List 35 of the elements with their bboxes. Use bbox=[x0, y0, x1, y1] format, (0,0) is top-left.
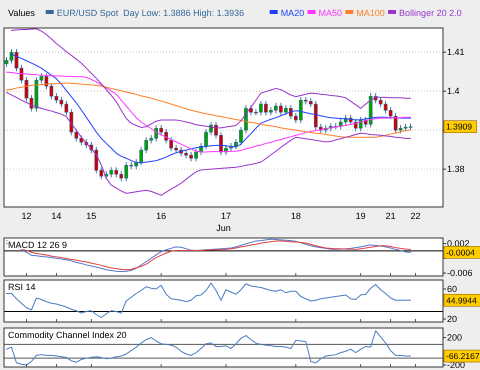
y-tick-label: 1.38 bbox=[447, 164, 465, 174]
x-tick-label: 18 bbox=[290, 211, 301, 221]
line-series bbox=[6, 282, 412, 318]
line-series bbox=[6, 330, 412, 366]
chart-title: Values bbox=[8, 8, 36, 18]
text: EUR/USD Spot bbox=[56, 8, 119, 18]
legend-label: MA20 bbox=[280, 8, 304, 18]
y-tick-label: 60 bbox=[447, 284, 458, 294]
y-tick-label: -200 bbox=[447, 360, 466, 370]
chart-title: Commodity Channel Index 20 bbox=[8, 330, 127, 340]
x-tick-label: 16 bbox=[156, 211, 166, 221]
y-tick-label: 1.41 bbox=[447, 47, 465, 58]
x-tick-label: 15 bbox=[86, 211, 96, 221]
x-tick-label: 21 bbox=[386, 211, 396, 221]
y-tick-label: 0.002 bbox=[447, 238, 470, 249]
y-tick-label: 20 bbox=[447, 314, 458, 324]
y-tick-label: 1.4 bbox=[447, 86, 460, 96]
x-tick-label: 22 bbox=[410, 211, 421, 221]
y-tick-label: 200 bbox=[447, 332, 462, 343]
annotation: 1.3909 bbox=[446, 122, 472, 132]
legend-label: MA50 bbox=[318, 8, 342, 18]
x-axis-title: Jun bbox=[216, 223, 231, 233]
chart-title: RSI 14 bbox=[8, 282, 36, 292]
legend-label: Bollinger 20 2.0 bbox=[399, 8, 462, 18]
text: -66.2167 bbox=[446, 351, 480, 362]
text: Day Low: 1.3886 High: 1.3936 bbox=[123, 8, 244, 18]
x-tick-label: 19 bbox=[356, 211, 366, 221]
text: -0.0004 bbox=[446, 247, 476, 258]
line-series bbox=[6, 92, 412, 196]
x-tick-label: 12 bbox=[21, 211, 32, 221]
x-tick-label: 17 bbox=[220, 211, 231, 221]
x-tick-label: 14 bbox=[51, 211, 62, 221]
text: 44.9944 bbox=[446, 295, 477, 306]
legend-label: MA100 bbox=[356, 8, 385, 18]
y-tick-label: -0.006 bbox=[447, 268, 473, 278]
